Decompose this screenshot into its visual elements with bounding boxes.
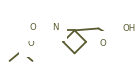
Text: H: H [52,19,59,28]
Text: OH: OH [122,24,136,33]
Text: N: N [52,23,59,32]
Text: O: O [27,39,34,48]
Text: O: O [100,39,107,48]
Text: O: O [29,23,36,32]
